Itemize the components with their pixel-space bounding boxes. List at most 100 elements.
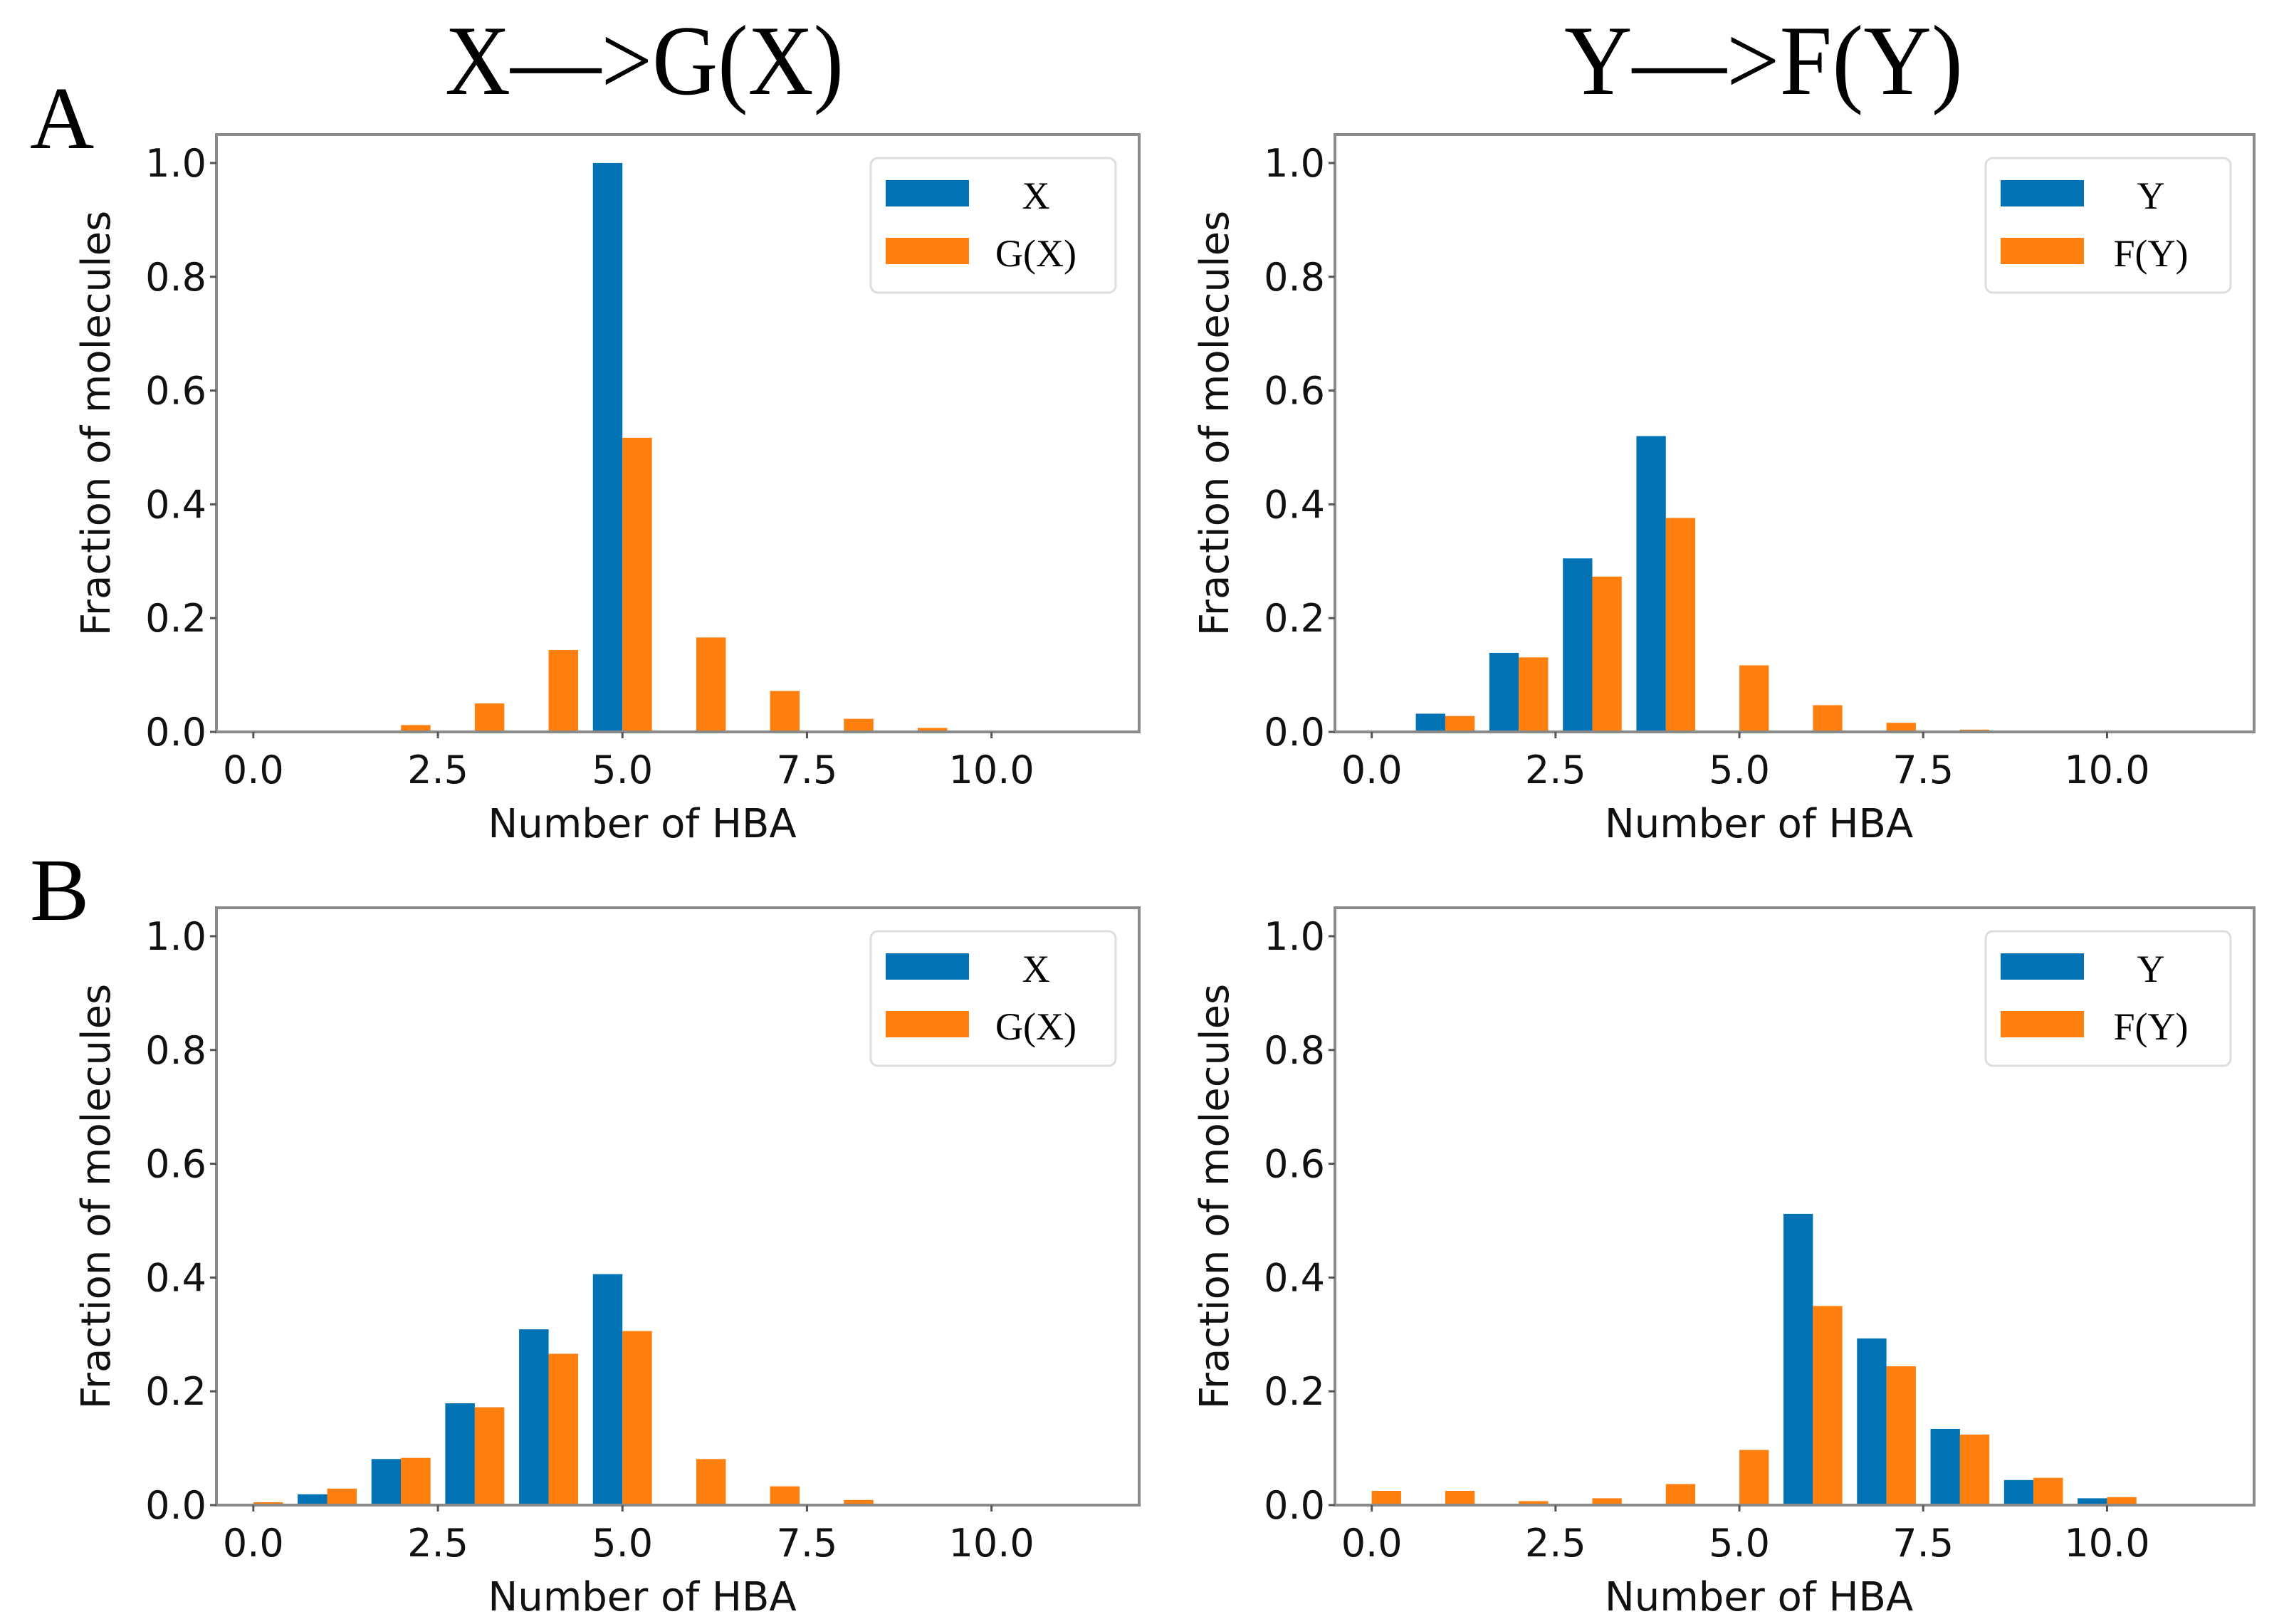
y-tick-label: 1.0 xyxy=(1264,914,1325,959)
bar-fy-0 xyxy=(1371,1491,1401,1505)
y-tick-label: 0.6 xyxy=(145,1142,206,1187)
x-tick-label: 5.0 xyxy=(592,748,653,792)
y-tick-label: 0.0 xyxy=(1264,1483,1325,1528)
y-tick-label: 0.4 xyxy=(1264,1255,1325,1300)
x-tick-label: 7.5 xyxy=(776,1521,837,1566)
column-title-left: X—>G(X) xyxy=(445,6,844,116)
x-tick-label: 7.5 xyxy=(776,748,837,792)
bar-fy-6 xyxy=(1813,705,1843,732)
y-tick-label: 0.8 xyxy=(145,1028,206,1073)
y-tick-label: 0.4 xyxy=(145,1255,206,1300)
x-tick-label: 2.5 xyxy=(1525,748,1586,792)
bar-fy-1 xyxy=(1445,716,1475,732)
x-axis-label: Number of HBA xyxy=(488,801,796,847)
bar-y-4 xyxy=(1636,436,1666,732)
bar-gx-1 xyxy=(327,1488,357,1505)
bar-fy-5 xyxy=(1739,665,1769,732)
bar-fy-2 xyxy=(1519,1501,1549,1505)
legend-label: Y xyxy=(2137,948,2165,990)
y-tick-label: 0.4 xyxy=(1264,482,1325,527)
bar-fy-10 xyxy=(2107,1497,2137,1505)
x-axis-label: Number of HBA xyxy=(1605,1574,1913,1620)
bar-fy-7 xyxy=(1886,723,1916,732)
x-tick-label: 5.0 xyxy=(592,1521,653,1566)
bar-gx-7 xyxy=(770,691,800,732)
y-tick-label: 0.8 xyxy=(1264,255,1325,300)
bar-fy-3 xyxy=(1592,576,1622,732)
bar-gx-6 xyxy=(696,637,726,732)
legend: Y F(Y) xyxy=(1984,157,2232,294)
legend-label: F(Y) xyxy=(2114,1005,2189,1048)
column-title-right: Y—>F(Y) xyxy=(1564,6,1963,116)
chart-panel-b-right: 0.0 2.5 5.0 7.5 10.0 0.0 0.2 0.4 0.6 0.8 1.0 Number… xyxy=(1192,906,2256,1620)
y-tick-label: 0.2 xyxy=(145,596,206,641)
bar-y-6 xyxy=(1783,1213,1813,1505)
bar-gx-3 xyxy=(474,703,505,732)
bar-y-2 xyxy=(1489,652,1519,732)
x-tick-label: 10.0 xyxy=(2064,1521,2149,1566)
y-tick-label: 0.8 xyxy=(145,255,206,300)
y-tick-label: 0.0 xyxy=(145,710,206,755)
legend-swatch-blue xyxy=(886,180,969,206)
x-axis-label: Number of HBA xyxy=(1605,801,1913,847)
bar-y-8 xyxy=(1930,1428,1960,1505)
x-tick-label: 10.0 xyxy=(949,1521,1034,1566)
bar-x-5 xyxy=(592,1274,623,1505)
bar-fy-2 xyxy=(1519,657,1549,732)
legend-box xyxy=(1984,930,2232,1067)
bar-fy-8 xyxy=(1959,1434,1990,1505)
bar-gx-5 xyxy=(622,437,652,732)
y-tick-label: 0.6 xyxy=(1264,1142,1325,1187)
bar-gx-4 xyxy=(548,649,579,732)
legend-swatch-orange xyxy=(2001,1011,2084,1037)
x-tick-label: 10.0 xyxy=(949,748,1034,792)
axes-frame xyxy=(1334,133,2256,733)
legend-box xyxy=(869,157,1117,294)
bar-gx-6 xyxy=(696,1459,726,1505)
x-tick-label: 2.5 xyxy=(407,748,468,792)
bar-x-5 xyxy=(592,162,623,732)
legend-box xyxy=(869,930,1117,1067)
panel-label-a: A xyxy=(30,70,94,168)
bar-x-4 xyxy=(519,1329,549,1505)
bar-gx-5 xyxy=(622,1331,652,1505)
legend-swatch-orange xyxy=(2001,238,2084,264)
bar-y-7 xyxy=(1857,1338,1887,1505)
panel-label-b: B xyxy=(30,842,89,940)
bar-fy-5 xyxy=(1739,1450,1769,1505)
bar-fy-6 xyxy=(1813,1306,1843,1505)
bar-fy-4 xyxy=(1665,518,1696,732)
legend-swatch-blue xyxy=(2001,953,2084,980)
y-tick-label: 0.8 xyxy=(1264,1028,1325,1073)
legend-label: G(X) xyxy=(995,232,1076,275)
legend-box xyxy=(1984,157,2232,294)
legend: X G(X) xyxy=(869,930,1117,1067)
legend-swatch-orange xyxy=(886,1011,969,1037)
legend-swatch-blue xyxy=(886,953,969,980)
y-tick-label: 1.0 xyxy=(145,914,206,959)
x-tick-label: 2.5 xyxy=(1525,1521,1586,1566)
legend-label: G(X) xyxy=(995,1005,1076,1048)
bar-x-1 xyxy=(298,1494,328,1505)
x-tick-label: 0.0 xyxy=(223,1521,284,1566)
y-tick-label: 1.0 xyxy=(145,141,206,186)
bar-y-10 xyxy=(2078,1498,2107,1505)
bar-gx-2 xyxy=(401,725,431,732)
y-tick-label: 0.4 xyxy=(145,482,206,527)
legend: X G(X) xyxy=(869,157,1117,294)
legend-swatch-blue xyxy=(2001,180,2084,206)
chart-panel-b-left: 0.0 2.5 5.0 7.5 10.0 0.0 0.2 0.4 0.6 0.8 1.0 Number… xyxy=(73,906,1141,1620)
legend: Y F(Y) xyxy=(1984,930,2232,1067)
legend-label: F(Y) xyxy=(2114,232,2189,275)
legend-label: X xyxy=(1022,174,1050,217)
legend-label: X xyxy=(1022,948,1050,990)
bar-fy-9 xyxy=(2033,1477,2063,1505)
bar-fy-7 xyxy=(1886,1366,1916,1505)
x-tick-label: 10.0 xyxy=(2064,748,2149,792)
bar-y-9 xyxy=(2003,1479,2034,1505)
y-tick-label: 0.6 xyxy=(1264,369,1325,414)
bar-gx-3 xyxy=(474,1407,505,1505)
bar-fy-3 xyxy=(1592,1498,1622,1505)
bar-gx-8 xyxy=(844,718,874,732)
